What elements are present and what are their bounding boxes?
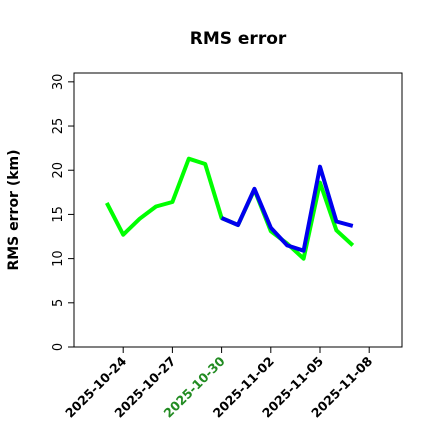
y-tick-label: 0: [51, 343, 66, 351]
y-tick-label: 10: [51, 250, 66, 267]
y-tick-label: 30: [51, 74, 66, 91]
x-axis: 2025-10-242025-10-272025-10-302025-11-02…: [62, 346, 375, 421]
y-tick-label: 5: [51, 299, 66, 307]
y-tick-label: 20: [51, 162, 66, 179]
y-axis: 0 5 10 15 20 25 30: [51, 74, 74, 351]
series-line-1: [105, 156, 355, 261]
chart-title: RMS error: [190, 29, 287, 49]
y-tick-label: 25: [51, 118, 66, 135]
series-line-2: [220, 164, 354, 253]
y-tick-label: 15: [51, 206, 66, 223]
series-lines: [105, 156, 355, 261]
y-axis-label: RMS error (km): [6, 149, 22, 270]
plot-frame: [73, 72, 403, 348]
